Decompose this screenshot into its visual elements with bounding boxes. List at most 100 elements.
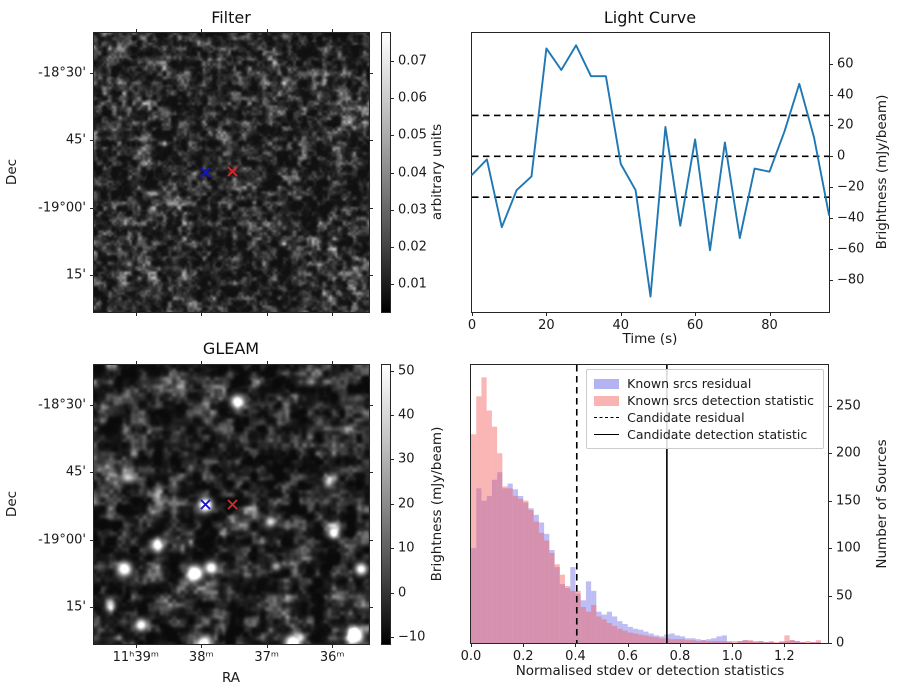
legend-solid-line bbox=[594, 434, 620, 435]
axis-tick bbox=[90, 207, 94, 209]
axis-tick-label: 0.01 bbox=[398, 276, 427, 292]
axis-tick bbox=[369, 607, 373, 609]
axis-tick-label: 0 bbox=[467, 318, 477, 333]
axis-tick-label: -18°30' bbox=[38, 397, 86, 413]
axis-tick bbox=[266, 644, 268, 648]
axis-tick bbox=[332, 312, 334, 316]
axis-tick-label: 10 bbox=[398, 540, 415, 556]
axis-tick-label: −40 bbox=[837, 210, 865, 226]
axis-tick-label: 37ᵐ bbox=[254, 650, 280, 665]
lightcurve-axes: 0 20 40 60 80 60 40 20 0 −20 −40 −60 −80 bbox=[468, 32, 864, 333]
axis-tick bbox=[390, 135, 394, 137]
axis-tick-label: 150 bbox=[836, 493, 861, 509]
hist-series-known-srcs-residual bbox=[471, 472, 821, 643]
axis-tick bbox=[266, 312, 268, 316]
axis-tick-label: 1.0 bbox=[721, 649, 743, 664]
normalised-stdev-axis-label: Normalised stdev or detection statistics bbox=[515, 663, 785, 679]
axis-tick bbox=[471, 643, 472, 647]
axis-tick bbox=[828, 405, 832, 407]
axis-tick bbox=[390, 284, 394, 286]
candidate-position-x-icon bbox=[200, 167, 211, 178]
axis-tick-label: 40 bbox=[398, 407, 415, 423]
gleam-title: GLEAM bbox=[202, 339, 260, 358]
axis-tick bbox=[695, 312, 697, 316]
gleam-decorations: 11ʰ39ᵐ 38ᵐ 37ᵐ 36ᵐ -18°30' 45' -19°00' 15' bbox=[38, 361, 373, 665]
candidate-position-marker bbox=[200, 167, 211, 178]
axis-tick bbox=[390, 636, 394, 638]
filter-axes: -18°30' 45' -19°00' 15' bbox=[38, 29, 373, 316]
axis-tick-label: −80 bbox=[837, 272, 865, 288]
axis-tick bbox=[390, 548, 394, 550]
hist-series-known-srcs-detection-statistic bbox=[471, 377, 821, 643]
axis-tick bbox=[620, 312, 622, 316]
axis-tick bbox=[90, 472, 94, 474]
axis-tick-label: 0.6 bbox=[617, 649, 639, 664]
axis-tick-label: 200 bbox=[836, 445, 861, 461]
axis-tick-label: 0.2 bbox=[512, 649, 534, 664]
axis-tick-label: 0.04 bbox=[398, 165, 427, 180]
axis-tick-label: 1.2 bbox=[774, 649, 795, 664]
legend-item: Known srcs residual bbox=[594, 375, 814, 392]
axis-tick bbox=[829, 125, 833, 127]
legend-item: Candidate residual bbox=[594, 409, 814, 426]
axis-tick bbox=[828, 643, 832, 644]
lightcurve-title: Light Curve bbox=[603, 8, 697, 27]
gleam-colorbar: 50 40 30 20 10 0 −10 bbox=[381, 363, 425, 645]
axis-tick bbox=[135, 29, 137, 33]
axis-tick bbox=[369, 404, 373, 406]
axis-tick bbox=[769, 312, 771, 316]
axis-tick-label: 45' bbox=[65, 132, 86, 148]
axis-tick-label: 0.03 bbox=[398, 202, 427, 218]
axis-tick-label: −60 bbox=[837, 241, 865, 257]
axis-tick-label: -19°00' bbox=[38, 532, 86, 548]
axis-tick bbox=[828, 548, 832, 550]
axis-tick-label: 0 bbox=[836, 635, 845, 651]
axis-tick bbox=[390, 503, 394, 505]
axis-tick bbox=[90, 275, 94, 277]
axis-tick bbox=[201, 29, 203, 33]
axis-tick bbox=[390, 415, 394, 417]
axis-tick bbox=[829, 63, 833, 65]
axis-tick bbox=[523, 643, 525, 647]
filter-title: Filter bbox=[211, 8, 251, 27]
axis-tick bbox=[784, 643, 786, 647]
axis-tick bbox=[201, 644, 203, 648]
legend-label: Candidate detection statistic bbox=[627, 427, 808, 442]
legend-key bbox=[594, 395, 620, 406]
axis-tick-label: 0.06 bbox=[398, 90, 427, 106]
axis-tick bbox=[201, 361, 203, 365]
axis-tick-label: 36ᵐ bbox=[319, 650, 345, 665]
axis-tick-label: −10 bbox=[398, 629, 426, 645]
axis-tick-label: 20 bbox=[538, 318, 555, 333]
legend-dashed-line bbox=[594, 417, 620, 418]
axis-tick bbox=[828, 453, 832, 455]
known-source-position-x-icon bbox=[227, 166, 237, 177]
axis-tick-label: -18°30' bbox=[38, 65, 86, 81]
axis-tick bbox=[90, 539, 94, 541]
axis-tick-label: 0.07 bbox=[398, 53, 427, 69]
legend-key bbox=[594, 378, 620, 389]
time-axis-label: Time (s) bbox=[622, 331, 678, 347]
axis-tick-label: 40 bbox=[837, 87, 854, 103]
axis-tick bbox=[201, 312, 203, 316]
axis-tick bbox=[390, 209, 394, 211]
axis-tick bbox=[135, 644, 137, 648]
filter-decorations: -18°30' 45' -19°00' 15' bbox=[38, 29, 373, 316]
candidate-position-x-icon bbox=[200, 499, 211, 510]
axis-tick bbox=[829, 279, 833, 281]
axis-tick bbox=[369, 472, 373, 474]
legend-key bbox=[594, 434, 620, 435]
ra-axis-label: RA bbox=[221, 670, 241, 686]
axis-tick bbox=[369, 140, 373, 142]
axis-tick bbox=[390, 459, 394, 461]
axis-tick-label: 40 bbox=[612, 318, 630, 333]
axis-tick bbox=[829, 156, 833, 158]
axis-tick bbox=[390, 592, 394, 594]
axis-tick bbox=[332, 644, 334, 648]
axis-tick bbox=[575, 643, 577, 647]
axis-tick bbox=[369, 207, 373, 209]
known-source-position-marker bbox=[227, 499, 238, 510]
legend-swatch bbox=[594, 378, 620, 389]
axis-tick-label: 38ᵐ bbox=[188, 650, 214, 665]
